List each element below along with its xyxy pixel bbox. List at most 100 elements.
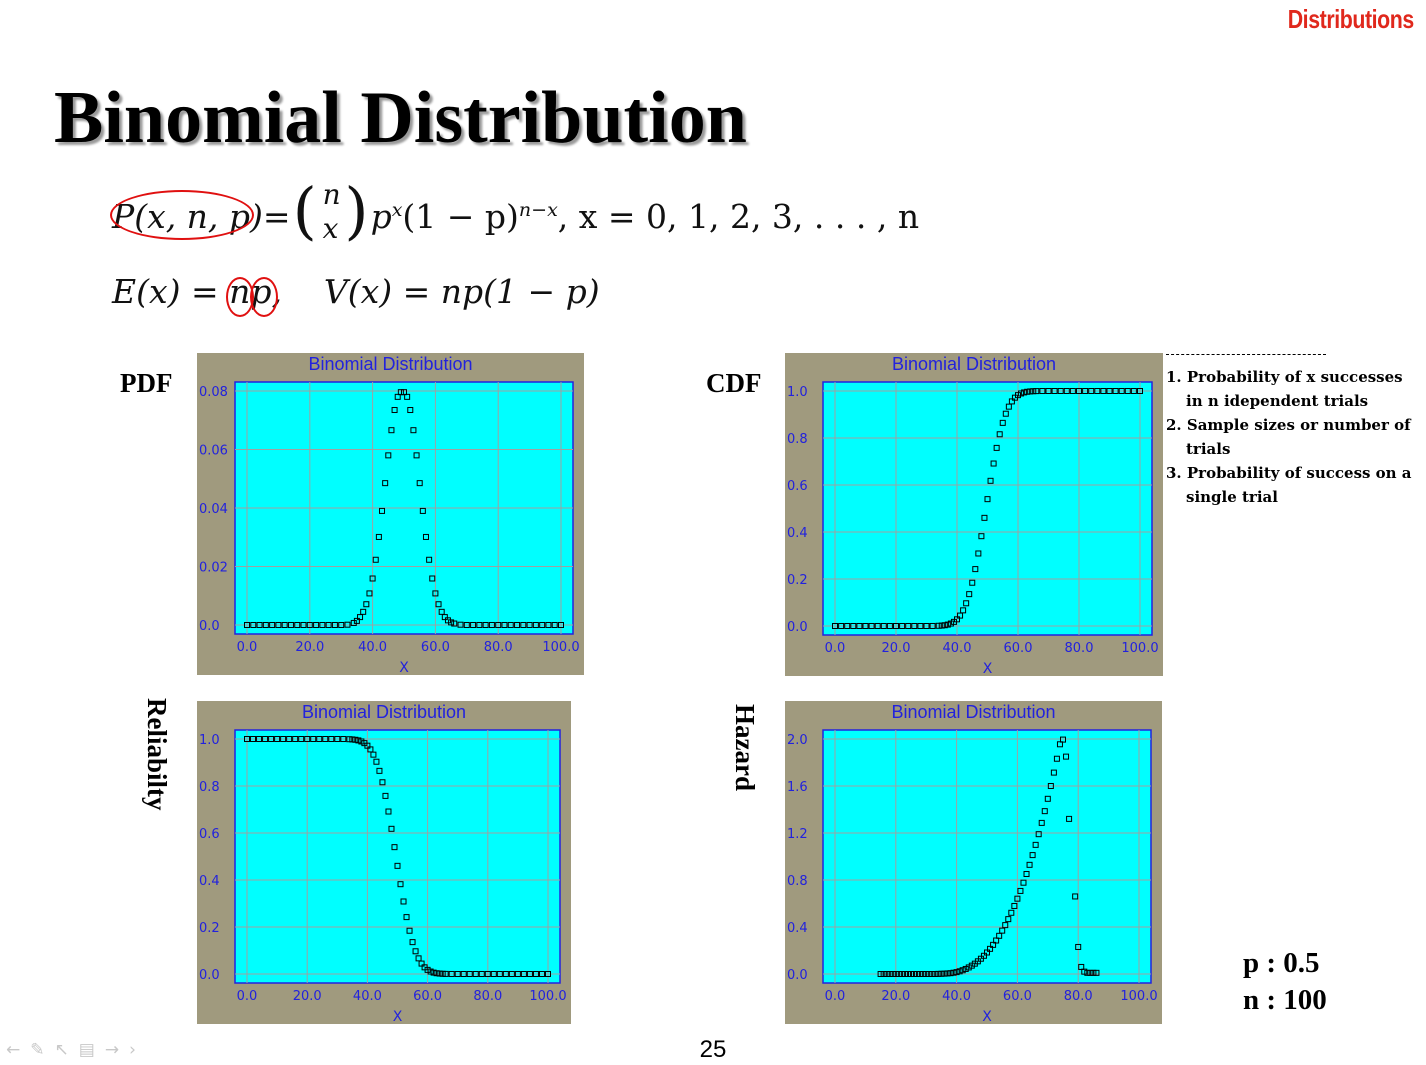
data-point bbox=[442, 970, 449, 977]
data-point bbox=[352, 736, 359, 743]
pointer-icon[interactable]: ↖ bbox=[54, 1040, 79, 1060]
x-axis-label: X bbox=[399, 660, 409, 675]
data-point bbox=[1051, 388, 1058, 394]
data-point bbox=[439, 970, 446, 977]
reliability-label: Reliabilty bbox=[142, 698, 172, 811]
data-point bbox=[893, 623, 899, 629]
data-point bbox=[1015, 392, 1021, 399]
more-chevron-icon[interactable]: › bbox=[129, 1040, 146, 1060]
data-point bbox=[938, 622, 945, 629]
x-tick-label: 40.0 bbox=[943, 641, 972, 656]
data-point bbox=[1002, 410, 1009, 417]
data-point bbox=[1002, 922, 1009, 929]
notes-icon[interactable]: ▤ bbox=[78, 1040, 105, 1060]
data-point bbox=[433, 970, 440, 977]
data-point bbox=[322, 736, 329, 742]
param-p: p : 0.5 bbox=[1243, 947, 1320, 979]
data-point bbox=[391, 844, 398, 851]
pdf-label: PDF bbox=[120, 368, 173, 398]
data-point bbox=[370, 751, 377, 758]
pmf-formula: P(x, n, p)=(n x) px(1 − p)n−x, x = 0, 1, 2… bbox=[112, 178, 919, 252]
y-tick-label: 1.0 bbox=[787, 385, 808, 400]
data-point bbox=[1072, 893, 1079, 900]
data-point bbox=[460, 971, 467, 977]
x-tick-label: 100.0 bbox=[1120, 989, 1157, 1004]
y-tick-label: 1.0 bbox=[199, 733, 220, 748]
data-point bbox=[463, 622, 470, 628]
data-point bbox=[990, 941, 997, 948]
y-tick-label: 0.0 bbox=[199, 619, 220, 634]
data-point bbox=[1130, 388, 1137, 394]
data-point bbox=[416, 480, 423, 487]
data-point bbox=[1066, 815, 1073, 822]
data-point bbox=[1088, 388, 1095, 394]
variance-formula: V(x) = np(1 − p) bbox=[323, 272, 600, 311]
data-point bbox=[1014, 895, 1021, 902]
x-tick-label: 40.0 bbox=[358, 640, 387, 655]
x-tick-label: 80.0 bbox=[473, 989, 502, 1004]
pen-icon[interactable]: ✎ bbox=[30, 1040, 55, 1060]
data-point bbox=[281, 622, 288, 628]
data-point bbox=[300, 622, 307, 628]
data-point bbox=[996, 932, 1003, 939]
data-point bbox=[987, 945, 994, 952]
data-point bbox=[269, 622, 276, 628]
data-point bbox=[1094, 388, 1101, 394]
data-point bbox=[403, 914, 410, 921]
data-point bbox=[454, 971, 461, 977]
data-point bbox=[877, 971, 884, 977]
data-point bbox=[1112, 388, 1119, 394]
data-point bbox=[275, 622, 282, 628]
data-point bbox=[545, 622, 552, 628]
data-point bbox=[306, 622, 313, 628]
data-point bbox=[911, 971, 918, 977]
data-point bbox=[280, 736, 287, 742]
data-point bbox=[905, 623, 912, 629]
data-point bbox=[1063, 388, 1070, 394]
data-point bbox=[558, 622, 564, 628]
data-point bbox=[250, 622, 257, 628]
x-tick-label: 60.0 bbox=[1003, 989, 1032, 1004]
data-point bbox=[1030, 388, 1037, 395]
data-point bbox=[532, 971, 539, 977]
data-point bbox=[394, 862, 401, 869]
chart-title: Binomial Distribution bbox=[892, 354, 1056, 374]
data-point bbox=[850, 623, 857, 629]
data-point bbox=[1124, 388, 1131, 394]
data-point bbox=[298, 736, 305, 742]
x-tick-label: 80.0 bbox=[484, 640, 513, 655]
y-tick-label: 0.8 bbox=[787, 432, 808, 447]
data-point bbox=[904, 971, 911, 977]
data-point bbox=[484, 971, 491, 977]
data-point bbox=[334, 736, 341, 742]
data-point bbox=[975, 550, 982, 557]
data-point bbox=[1084, 969, 1091, 976]
pmf-eq: = bbox=[262, 197, 291, 236]
data-point bbox=[956, 968, 963, 975]
x-tick-label: 0.0 bbox=[825, 641, 846, 656]
data-point bbox=[364, 742, 371, 749]
section-tag: Distributions bbox=[1287, 4, 1415, 34]
data-point bbox=[883, 971, 890, 977]
next-arrow-icon[interactable]: → bbox=[104, 1040, 130, 1060]
data-point bbox=[999, 419, 1006, 426]
prev-arrow-icon[interactable]: ← bbox=[6, 1040, 31, 1060]
data-point bbox=[344, 621, 351, 628]
data-point bbox=[1093, 969, 1100, 976]
data-point bbox=[539, 622, 546, 628]
data-point bbox=[959, 967, 966, 974]
data-point bbox=[319, 622, 326, 628]
data-point bbox=[1137, 388, 1143, 394]
data-point bbox=[436, 970, 443, 977]
chart-title: Binomial Distribution bbox=[308, 354, 472, 374]
data-point bbox=[545, 971, 551, 977]
data-point bbox=[388, 825, 395, 832]
data-point bbox=[520, 971, 527, 977]
y-tick-label: 0.02 bbox=[199, 561, 228, 576]
data-point bbox=[862, 623, 869, 629]
y-tick-label: 0.2 bbox=[199, 921, 220, 936]
pmf-exp1: x bbox=[391, 199, 403, 221]
data-point bbox=[397, 389, 404, 396]
moments-formula: E(x) = np, V(x) = np(1 − p) bbox=[112, 272, 600, 311]
data-point bbox=[520, 622, 527, 628]
